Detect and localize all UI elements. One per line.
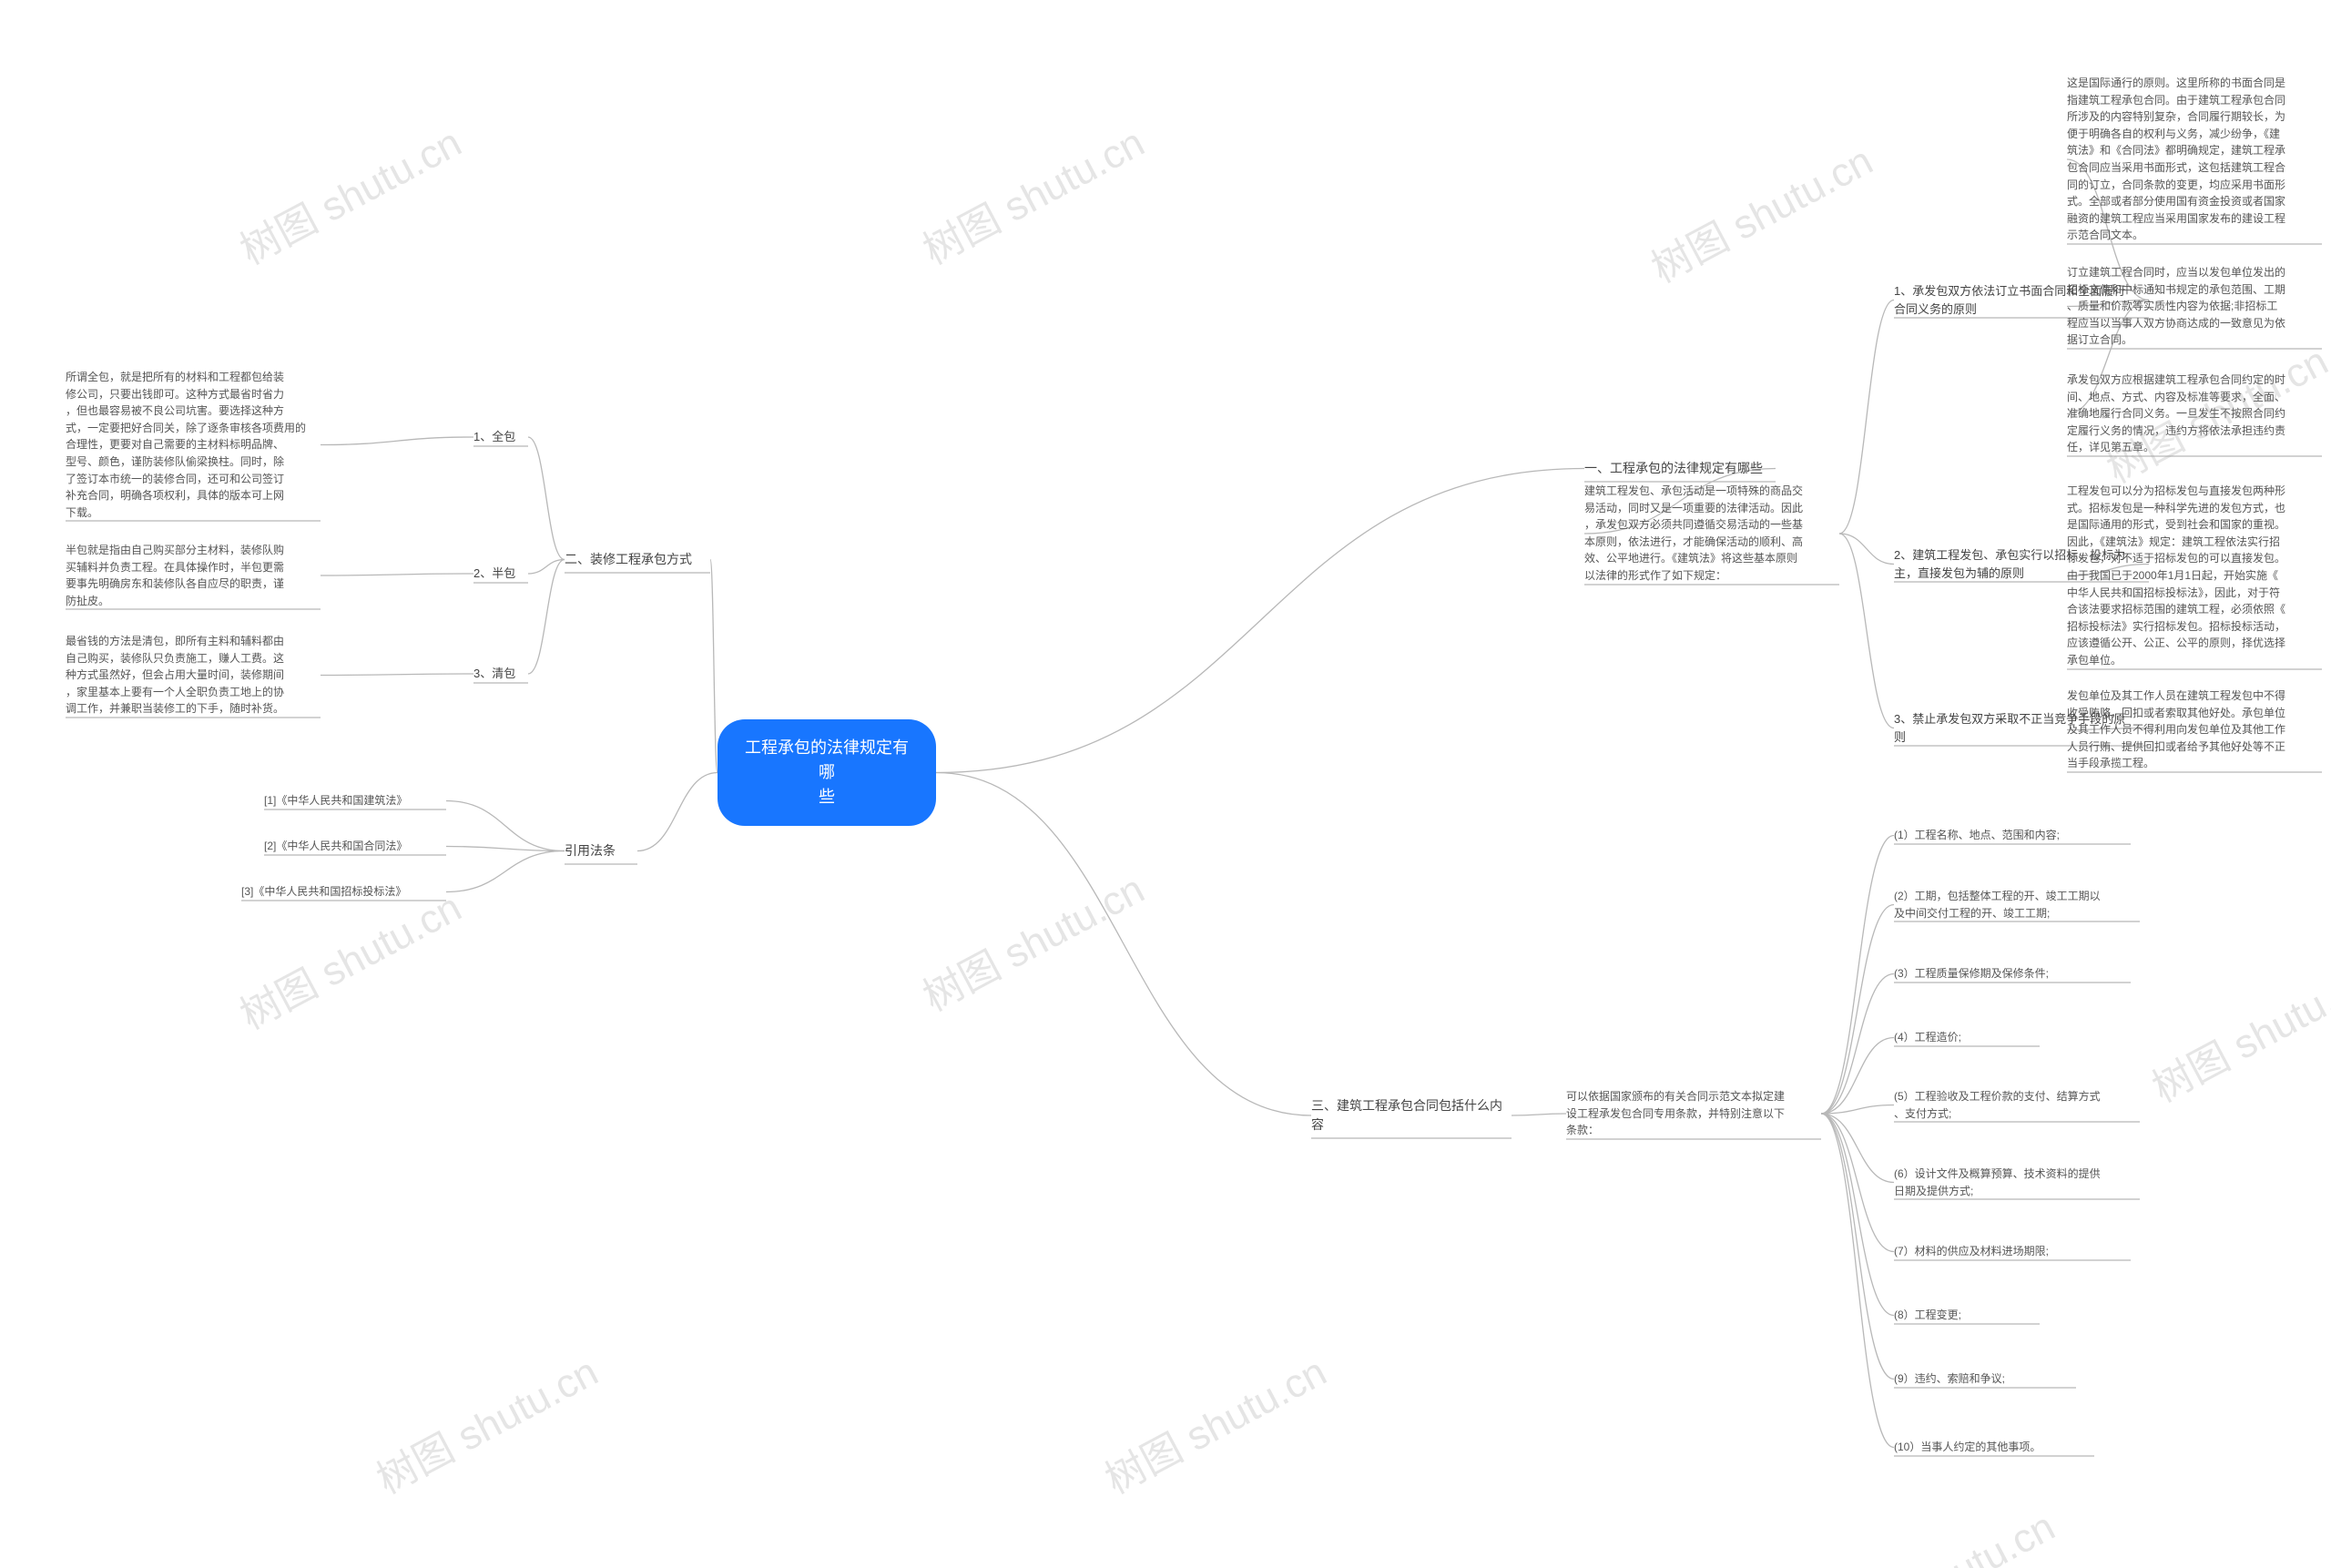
node-b4l4[interactable]: (4）工程造价; bbox=[1894, 1029, 2040, 1046]
node-b1[interactable]: 一、工程承包的法律规定有哪些 bbox=[1584, 455, 1776, 482]
node-b4l7[interactable]: (7）材料的供应及材料进场期限; bbox=[1894, 1243, 2131, 1260]
edge bbox=[1821, 1105, 1894, 1115]
node-b1s3l1[interactable]: 发包单位及其工作人员在建筑工程发包中不得 收受贿赂，回扣或者索取其他好处。承包单… bbox=[2067, 687, 2322, 772]
edge bbox=[936, 469, 1584, 773]
watermark: 树图 shutu.cn bbox=[2141, 948, 2331, 1114]
edges-layer bbox=[0, 0, 2331, 1568]
node-b1s1l1[interactable]: 这是国际通行的原则。这里所称的书面合同是 指建筑工程承包合同。由于建筑工程承包合… bbox=[2067, 75, 2322, 244]
edge bbox=[321, 574, 473, 575]
node-b4l1[interactable]: (1）工程名称、地点、范围和内容; bbox=[1894, 827, 2131, 844]
watermark: 树图 shutu.cn bbox=[1640, 128, 1881, 294]
edge bbox=[321, 674, 473, 676]
edge bbox=[1821, 1114, 1894, 1252]
node-b1intro[interactable]: 建筑工程发包、承包活动是一项特殊的商品交 易活动，同时又是一项重要的法律活动。因… bbox=[1584, 483, 1839, 585]
node-b2s2[interactable]: 2、半包 bbox=[473, 565, 528, 583]
node-b2s2l1[interactable]: 半包就是指由自己购买部分主材料，装修队购 买辅料并负责工程。在具体操作时，半包更… bbox=[66, 542, 321, 609]
edge bbox=[637, 773, 718, 851]
edge bbox=[1821, 836, 1894, 1115]
edge bbox=[936, 773, 1311, 1116]
node-b2s1l1[interactable]: 所谓全包，就是把所有的材料和工程都包给装 修公司，只要出钱即可。这种方式最省时省… bbox=[66, 369, 321, 521]
node-b3[interactable]: 引用法条 bbox=[565, 838, 637, 864]
edge bbox=[528, 560, 565, 575]
edge bbox=[1821, 1114, 1894, 1380]
node-b2s3l1[interactable]: 最省钱的方法是清包，即所有主料和辅料都由 自己购买，装修队只负责施工，赚人工费。… bbox=[66, 633, 321, 718]
watermark: 树图 shutu.cn bbox=[229, 110, 470, 276]
node-b2s1[interactable]: 1、全包 bbox=[473, 428, 528, 446]
edge bbox=[1821, 1114, 1894, 1448]
edge bbox=[528, 437, 565, 560]
node-b4intro[interactable]: 可以依据国家颁布的有关合同示范文本拟定建 设工程承发包合同专用条款，并特别注意以… bbox=[1566, 1088, 1821, 1139]
edge bbox=[1839, 534, 1894, 728]
edge bbox=[1512, 1114, 1566, 1115]
edge bbox=[1821, 905, 1894, 1115]
node-b1s1l3[interactable]: 承发包双方应根据建筑工程承包合同约定的时 间、地点、方式、内容及标准等要求，全面… bbox=[2067, 372, 2322, 456]
edge bbox=[1839, 300, 1894, 535]
edge bbox=[446, 801, 565, 851]
node-b4l8[interactable]: (8）工程变更; bbox=[1894, 1307, 2040, 1324]
watermark: 树图 shutu.cn bbox=[911, 857, 1153, 1023]
watermark: 树图 shutu.cn bbox=[1094, 1339, 1335, 1505]
node-b4l3[interactable]: (3）工程质量保修期及保修条件; bbox=[1894, 965, 2131, 983]
node-b1s2l1[interactable]: 工程发包可以分为招标发包与直接发包两种形 式。招标发包是一种科学先进的发包方式，… bbox=[2067, 483, 2322, 669]
node-b3l3[interactable]: [3]《中华人民共和国招标投标法》 bbox=[241, 883, 446, 901]
edge bbox=[1821, 1114, 1894, 1183]
node-b4[interactable]: 三、建筑工程承包合同包括什么内 容 bbox=[1311, 1093, 1512, 1138]
node-b4l10[interactable]: (10）当事人约定的其他事项。 bbox=[1894, 1439, 2094, 1456]
root-node[interactable]: 工程承包的法律规定有哪 些 bbox=[718, 719, 936, 826]
edge bbox=[1821, 1038, 1894, 1115]
watermark: 树图 shutu.cn bbox=[911, 110, 1153, 276]
mindmap-canvas: 工程承包的法律规定有哪 些 一、工程承包的法律规定有哪些建筑工程发包、承包活动是一… bbox=[0, 0, 2331, 1568]
edge bbox=[446, 851, 565, 892]
node-b4l6[interactable]: (6）设计文件及概算预算、技术资料的提供 日期及提供方式; bbox=[1894, 1166, 2140, 1199]
watermark: 树图 shutu.cn bbox=[365, 1339, 606, 1505]
edge bbox=[528, 560, 565, 675]
edge bbox=[1821, 1114, 1894, 1316]
edge bbox=[321, 437, 473, 445]
edge bbox=[1821, 974, 1894, 1115]
watermark: 树图 shutu.cn bbox=[1822, 1494, 2063, 1568]
node-b2s3[interactable]: 3、清包 bbox=[473, 665, 528, 683]
node-b4l2[interactable]: (2）工期，包括整体工程的开、竣工工期以 及中间交付工程的开、竣工工期; bbox=[1894, 888, 2140, 921]
node-b1s1l2[interactable]: 订立建筑工程合同时，应当以发包单位发出的 招标文件和中标通知书规定的承包范围、工… bbox=[2067, 264, 2322, 349]
edge bbox=[710, 560, 718, 773]
node-b2[interactable]: 二、装修工程承包方式 bbox=[565, 546, 710, 573]
node-b3l2[interactable]: [2]《中华人民共和国合同法》 bbox=[264, 838, 446, 855]
edge bbox=[1839, 534, 1894, 565]
node-b3l1[interactable]: [1]《中华人民共和国建筑法》 bbox=[264, 792, 446, 809]
node-b4l5[interactable]: (5）工程验收及工程价款的支付、结算方式 、支付方式; bbox=[1894, 1088, 2140, 1122]
node-b4l9[interactable]: (9）违约、索赔和争议; bbox=[1894, 1370, 2076, 1388]
edge bbox=[446, 847, 565, 851]
